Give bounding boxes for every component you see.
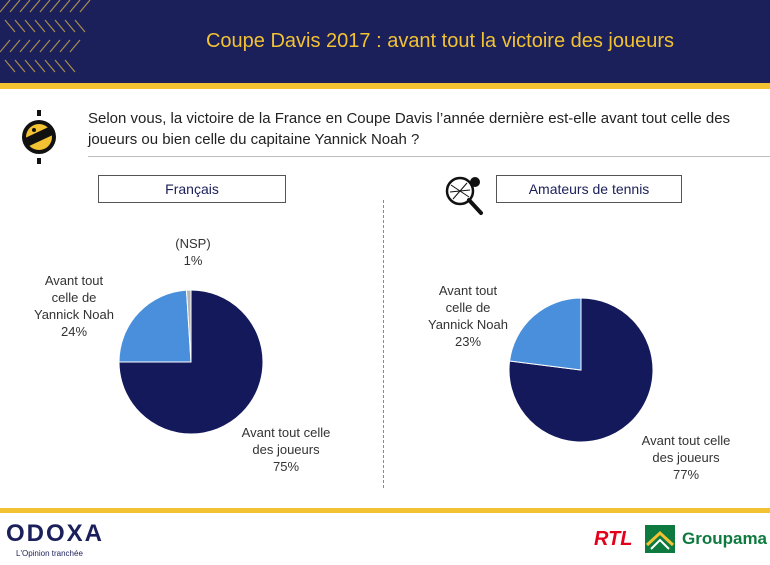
groupama-logo: Groupama (682, 529, 768, 548)
label-amateurs-joueurs: Avant tout celle des joueurs 77% (632, 432, 740, 483)
survey-question: Selon vous, la victoire de la France en … (88, 110, 731, 148)
header-band: Coupe Davis 2017 : avant tout la victoir… (0, 0, 770, 83)
pie-slice-noah (509, 297, 582, 371)
label-line: des joueurs (252, 442, 320, 457)
pie-chart-francais (118, 289, 264, 435)
label-francais-joueurs: Avant tout celle des joueurs 75% (232, 424, 340, 475)
panel-label-francais: Français (98, 175, 286, 203)
label-line: Avant tout celle (641, 433, 731, 448)
panel-label-amateurs: Amateurs de tennis (496, 175, 682, 203)
label-line: celle de (51, 290, 97, 305)
odoxa-tagline: L'Opinion tranchée (16, 549, 83, 558)
header-accent-bar (0, 83, 770, 89)
question-badge-icon (22, 110, 56, 164)
footer-accent-bar (0, 508, 770, 513)
label-line: Avant tout (44, 273, 104, 288)
pie-slice-nsp (185, 289, 192, 363)
label-value: 1% (183, 253, 203, 268)
label-value: 75% (272, 459, 300, 474)
tennis-racket-icon (445, 176, 483, 215)
header-pattern-icon (0, 0, 91, 73)
label-line: Yannick Noah (428, 317, 508, 332)
label-line: celle de (445, 300, 491, 315)
label-line: Avant tout (438, 283, 498, 298)
label-value: 24% (60, 324, 88, 339)
question-separator (88, 156, 770, 157)
panel-divider (383, 200, 384, 488)
label-francais-nsp: (NSP) 1% (168, 235, 218, 269)
label-line: Yannick Noah (34, 307, 114, 322)
label-line: (NSP) (175, 236, 211, 251)
rtl-logo: RTL (594, 528, 633, 550)
odoxa-logo: ODOXA (6, 520, 105, 547)
pie-chart-amateurs (508, 297, 654, 443)
label-value: 77% (672, 467, 700, 482)
pie-slice-noah (118, 289, 192, 363)
groupama-mark-icon (645, 525, 675, 553)
page-title: Coupe Davis 2017 : avant tout la victoir… (205, 30, 675, 52)
label-amateurs-noah: Avant tout celle de Yannick Noah 23% (414, 282, 522, 350)
label-francais-noah: Avant tout celle de Yannick Noah 24% (20, 272, 128, 340)
label-line: Avant tout celle (241, 425, 331, 440)
label-value: 23% (454, 334, 482, 349)
label-line: des joueurs (652, 450, 720, 465)
